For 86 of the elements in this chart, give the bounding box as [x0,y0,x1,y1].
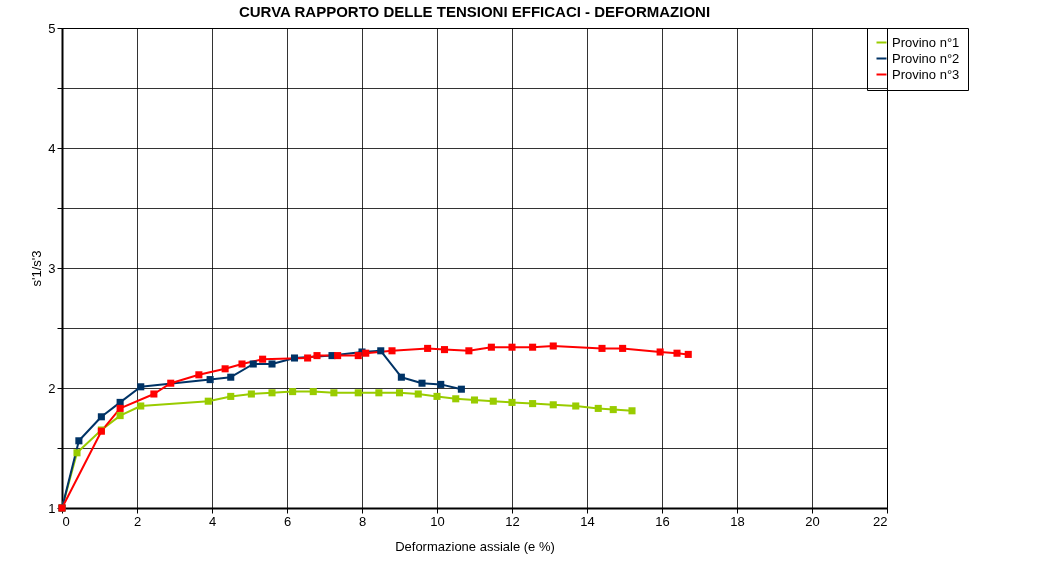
x-tick-label: 12 [505,513,520,529]
legend-label: Provino n°2 [892,50,960,66]
point [452,395,460,403]
point [116,412,124,420]
y-tick-label: 1 [48,500,56,516]
x-tick-label: 16 [655,513,670,529]
legend-label: Provino n°1 [892,34,960,50]
y-axis-title: s'1/s'3 [29,250,45,287]
point [487,343,495,351]
point [290,354,299,362]
x-tick-label: 22 [873,513,888,529]
point [206,376,214,384]
x-tick-label: 0 [62,513,70,529]
point [73,449,81,457]
x-tick-label: 8 [358,513,367,529]
point [334,352,342,360]
x-tick-label: 10 [430,513,445,529]
point [433,392,441,400]
point [313,352,321,360]
point [457,385,465,393]
point [684,350,692,358]
point [673,349,681,357]
x-tick-label: 14 [580,513,595,529]
point [529,343,537,351]
x-tick-label: 20 [805,513,820,529]
point [354,389,362,397]
x-tick-label: 6 [283,513,292,529]
point [150,390,158,398]
point [249,360,257,368]
y-tick-label: 4 [48,140,56,156]
point [289,388,297,396]
point [227,373,235,381]
point [167,379,175,387]
x-axis-title: Deformazione assiale (e %) [395,538,555,554]
point [304,354,312,362]
legend-label: Provino n°3 [892,66,960,82]
point [116,404,124,412]
point [259,355,267,363]
point [238,360,246,368]
y-tick-label: 5 [48,20,56,36]
point [414,390,422,398]
point [609,406,617,414]
point [424,344,432,352]
point [75,437,83,445]
point [572,402,580,410]
point [397,373,405,381]
y-tick-label: 2 [48,380,56,396]
point [470,396,479,404]
point [227,392,235,400]
point [137,383,145,391]
point [268,360,276,368]
y-tick-label: 3 [48,260,56,276]
point [489,397,497,405]
point [221,365,229,373]
point [656,348,664,356]
point [619,344,627,352]
point [549,401,557,409]
point [204,397,212,405]
point [465,347,473,355]
point [508,398,516,406]
point [549,342,557,350]
point [375,389,383,397]
x-tick-label: 2 [133,513,142,529]
point [195,371,203,379]
chart-title: CURVA RAPPORTO DELLE TENSIONI EFFICACI - DEFORMAZIONI [238,3,711,20]
point [628,407,636,415]
point [268,389,276,397]
point [309,388,317,396]
point [440,346,449,354]
point [437,380,445,388]
point [388,347,396,355]
point [97,413,105,421]
point [395,389,404,397]
point [594,404,602,412]
point [137,402,145,410]
x-tick-label: 18 [730,513,745,529]
point [330,389,338,397]
x-tick-label: 4 [208,513,217,529]
point [598,344,606,352]
point [377,347,385,355]
point [418,379,426,387]
point [508,343,516,351]
point [247,390,255,398]
point [362,349,370,357]
point [529,400,537,408]
point [354,352,362,360]
